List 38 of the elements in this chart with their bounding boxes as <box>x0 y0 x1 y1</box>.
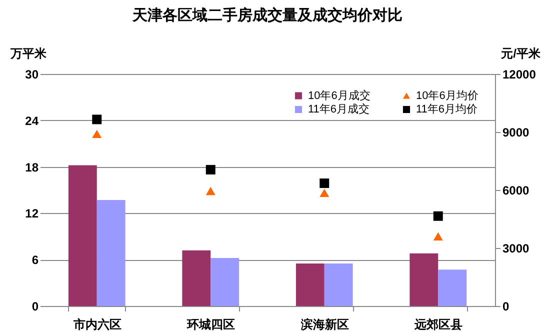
point <box>320 178 330 188</box>
y2-tick-label: 12000 <box>502 68 536 82</box>
y-tick-label: 0 <box>32 300 39 314</box>
y-axis-title: 万平米 <box>10 46 48 60</box>
x-tick-label: 远郊区县 <box>414 318 463 332</box>
point <box>206 164 216 174</box>
y-tick-label: 6 <box>32 253 39 268</box>
y-tick-label: 30 <box>25 68 39 82</box>
bar <box>296 263 324 306</box>
point <box>206 186 216 196</box>
legend-label: 11年6月均价 <box>416 104 478 116</box>
bar <box>182 250 211 306</box>
y2-tick-label: 9000 <box>502 126 530 140</box>
bar <box>410 253 438 306</box>
bar <box>96 200 126 306</box>
bar <box>210 258 240 306</box>
bar <box>438 270 467 306</box>
x-tick-label: 市内六区 <box>72 318 122 332</box>
x-tick-label: 环城四区 <box>186 318 236 332</box>
point <box>92 130 102 138</box>
legend-label: 10年6月均价 <box>416 90 478 102</box>
y2-axis-title: 元/平米 <box>500 46 542 60</box>
y2-tick-label: 3000 <box>502 242 530 256</box>
point <box>433 211 443 221</box>
y-tick-label: 12 <box>25 206 39 221</box>
chart-title: 天津各区域二手房成交量及成交均价对比 <box>132 6 402 24</box>
y-tick-label: 24 <box>25 114 39 128</box>
bar <box>324 263 353 306</box>
legend-label: 10年6月成交 <box>308 88 370 102</box>
point <box>433 232 443 241</box>
x-tick-label: 滨海新区 <box>300 318 349 332</box>
point <box>92 114 102 124</box>
point <box>320 188 330 198</box>
y2-tick-label: 6000 <box>502 184 530 198</box>
y2-tick-label: 0 <box>502 300 510 314</box>
bar <box>68 165 97 306</box>
legend-label: 11年6月成交 <box>308 102 370 116</box>
y-tick-label: 18 <box>25 160 39 174</box>
